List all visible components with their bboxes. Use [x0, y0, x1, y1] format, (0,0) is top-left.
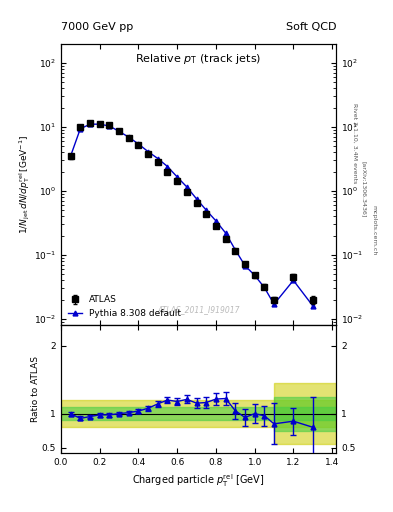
Pythia 8.308 default	[78, 126, 83, 132]
Pythia 8.308 default	[88, 121, 92, 127]
Pythia 8.308 default	[68, 153, 73, 159]
Text: [arXiv:1306.3436]: [arXiv:1306.3436]	[362, 161, 367, 218]
Bar	[274, 383, 336, 444]
Pythia 8.308 default	[252, 272, 257, 279]
Bar	[61, 407, 336, 420]
X-axis label: Charged particle $p_{\rm T}^{\rm rel}$ [GeV]: Charged particle $p_{\rm T}^{\rm rel}$ […	[132, 473, 264, 489]
Pythia 8.308 default	[175, 174, 180, 180]
Text: 7000 GeV pp: 7000 GeV pp	[61, 22, 133, 32]
Pythia 8.308 default	[233, 247, 238, 253]
Pythia 8.308 default	[223, 230, 228, 236]
Pythia 8.308 default	[117, 129, 121, 135]
Pythia 8.308 default	[136, 141, 141, 147]
Legend: ATLAS, Pythia 8.308 default: ATLAS, Pythia 8.308 default	[65, 293, 184, 321]
Bar	[61, 400, 336, 427]
Pythia 8.308 default	[184, 184, 189, 190]
Text: Relative $p_{\rm T}$ (track jets): Relative $p_{\rm T}$ (track jets)	[135, 52, 262, 66]
Pythia 8.308 default	[107, 123, 112, 129]
Pythia 8.308 default	[127, 134, 131, 140]
Pythia 8.308 default	[262, 284, 267, 290]
Pythia 8.308 default	[310, 303, 315, 309]
Text: Soft QCD: Soft QCD	[286, 22, 336, 32]
Pythia 8.308 default	[194, 196, 199, 202]
Pythia 8.308 default	[204, 207, 209, 213]
Pythia 8.308 default	[242, 263, 247, 269]
Y-axis label: Ratio to ATLAS: Ratio to ATLAS	[31, 356, 40, 422]
Pythia 8.308 default	[272, 301, 276, 307]
Y-axis label: $1/N_{\rm jet}\,dN/dp_{\rm T}^{\rm rel}\,[{\rm GeV}^{-1}]$: $1/N_{\rm jet}\,dN/dp_{\rm T}^{\rm rel}\…	[18, 135, 32, 234]
Text: Rivet 3.1.10, 3.4M events: Rivet 3.1.10, 3.4M events	[352, 103, 357, 183]
Pythia 8.308 default	[165, 163, 170, 169]
Pythia 8.308 default	[146, 148, 151, 155]
Line: Pythia 8.308 default: Pythia 8.308 default	[68, 122, 315, 308]
Text: mcplots.cern.ch: mcplots.cern.ch	[371, 205, 376, 255]
Pythia 8.308 default	[213, 218, 218, 224]
Pythia 8.308 default	[291, 278, 296, 284]
Pythia 8.308 default	[97, 121, 102, 127]
Text: ATLAS_2011_I919017: ATLAS_2011_I919017	[157, 305, 240, 314]
Pythia 8.308 default	[155, 156, 160, 162]
Bar	[274, 397, 336, 431]
